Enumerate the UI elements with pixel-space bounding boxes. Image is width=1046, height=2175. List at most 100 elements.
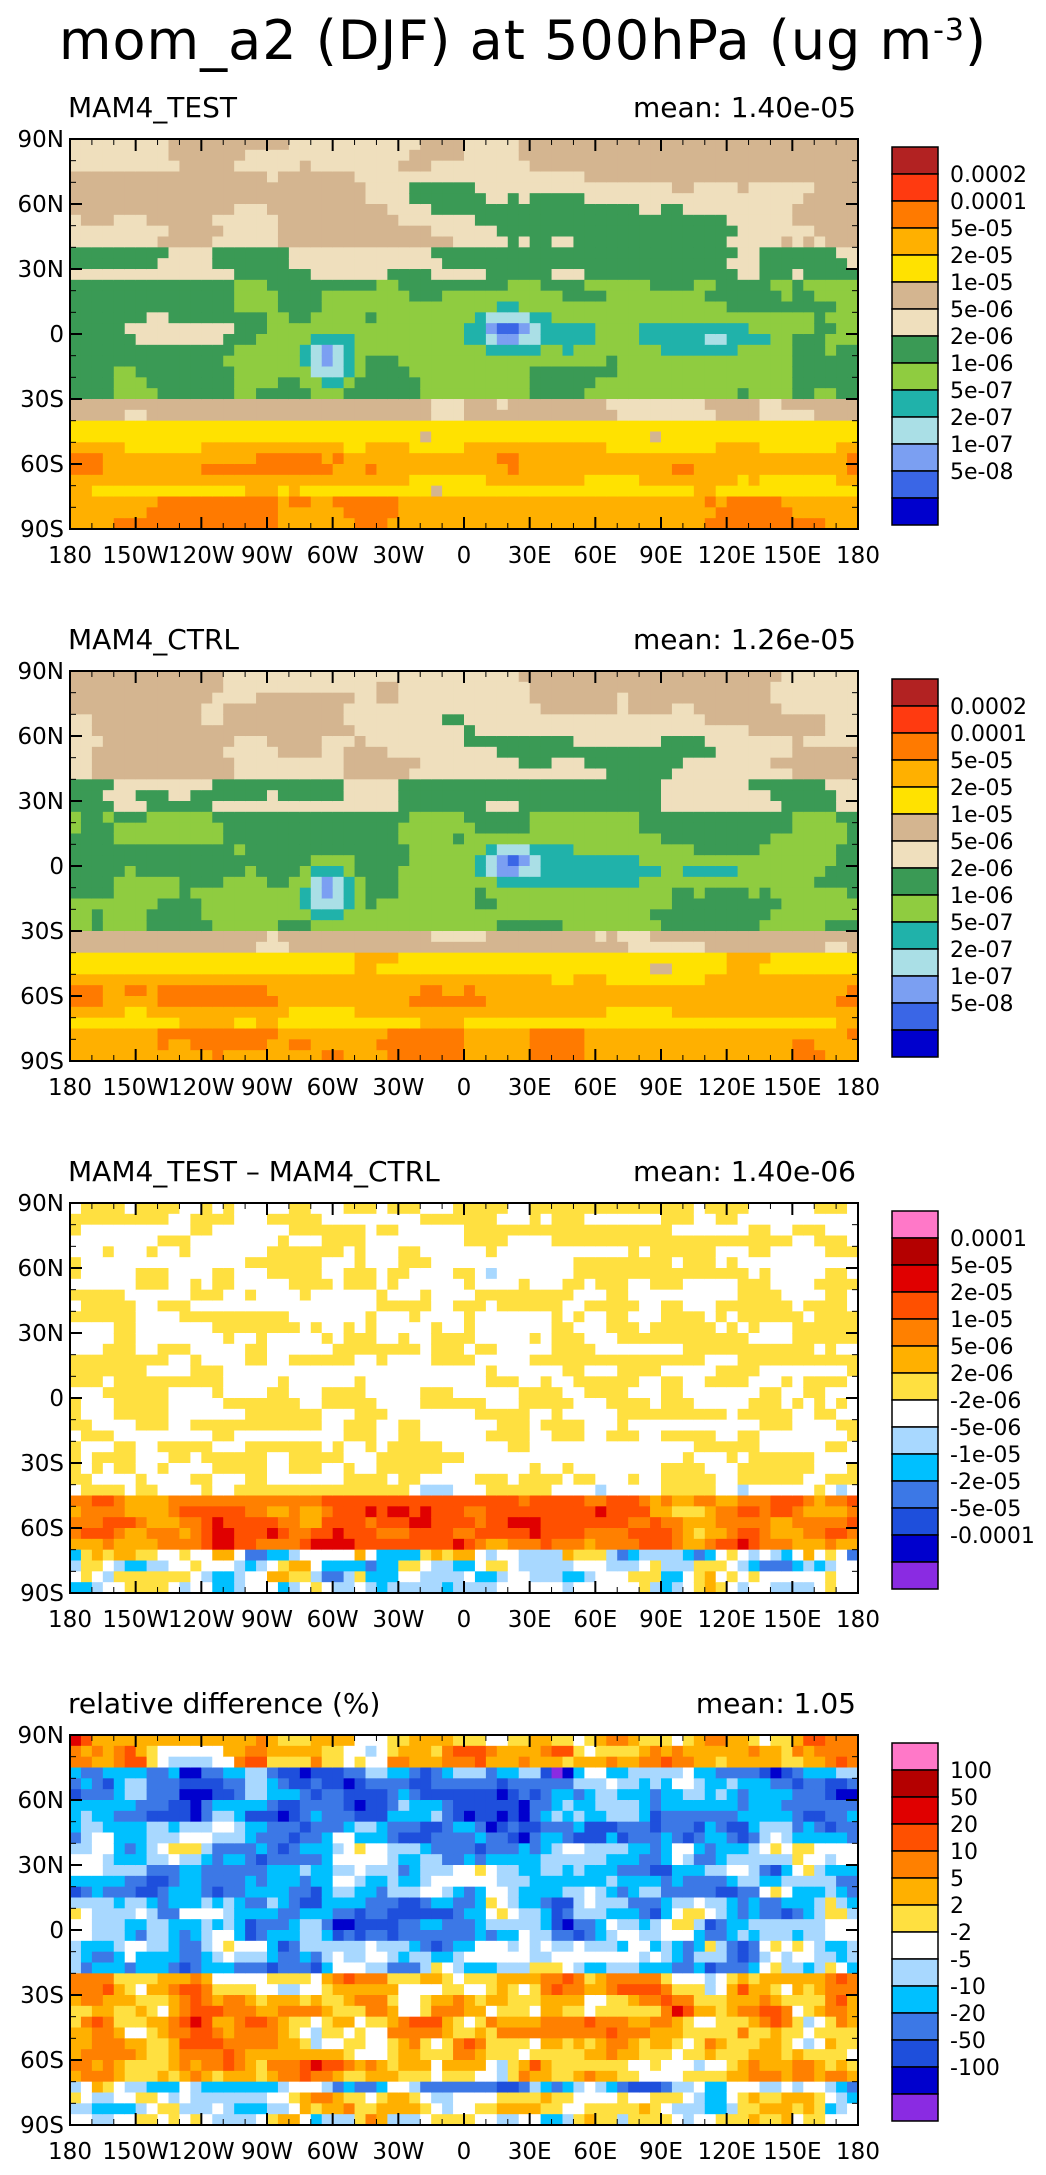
field-cell — [387, 1028, 399, 1040]
field-cell — [671, 193, 684, 205]
field-cell — [179, 909, 191, 921]
field-cell — [376, 1017, 388, 1030]
field-cell — [277, 453, 290, 465]
field-cell — [343, 312, 356, 324]
field-cell — [113, 312, 126, 324]
field-cell — [715, 985, 728, 997]
field-cell — [409, 974, 421, 986]
field-cell — [332, 279, 345, 292]
field-cell — [540, 258, 553, 270]
field-cell — [223, 844, 235, 856]
field-cell — [573, 149, 585, 162]
field-cell — [792, 323, 804, 335]
field-cell — [715, 377, 728, 389]
field-cell — [518, 258, 531, 270]
field-cell — [781, 258, 793, 270]
field-cell — [507, 887, 520, 900]
field-cell — [551, 193, 564, 205]
field-cell — [748, 420, 761, 433]
field-cell — [124, 996, 137, 1008]
field-cell — [693, 801, 706, 813]
field-cell — [562, 952, 575, 965]
field-cell — [715, 1006, 728, 1019]
field-cell — [650, 1039, 662, 1051]
field-cell — [135, 290, 148, 303]
field-cell — [70, 290, 82, 303]
field-cell — [540, 898, 553, 910]
field-cell — [70, 279, 82, 292]
field-cell — [398, 1050, 410, 1062]
field-cell — [321, 247, 334, 259]
field-cell — [496, 149, 509, 162]
field-cell — [682, 757, 695, 770]
field-cell — [693, 518, 706, 530]
field-cell — [431, 377, 443, 389]
field-cell — [453, 258, 465, 270]
field-cell — [759, 420, 772, 433]
field-cell — [551, 768, 564, 780]
field-cell — [551, 355, 564, 368]
field-cell — [496, 409, 509, 422]
field-cell — [277, 496, 290, 508]
field-cell — [606, 996, 618, 1008]
field-cell — [584, 442, 596, 454]
field-cell — [245, 301, 257, 313]
field-cell — [431, 985, 443, 997]
field-cell — [639, 518, 651, 530]
field-cell — [354, 703, 367, 715]
field-cell — [617, 204, 629, 216]
field-cell — [135, 671, 148, 683]
field-cell — [650, 420, 662, 433]
field-cell — [770, 279, 782, 292]
field-cell — [409, 474, 421, 487]
field-cell — [234, 334, 246, 346]
field-cell — [825, 507, 837, 519]
field-cell — [102, 822, 115, 835]
field-cell — [321, 279, 334, 292]
field-cell — [836, 496, 848, 508]
field-cell — [223, 139, 235, 151]
field-cell — [190, 225, 202, 238]
field-cell — [682, 279, 695, 292]
field-cell — [748, 355, 761, 368]
field-cell — [277, 736, 290, 748]
field-cell — [168, 1050, 181, 1062]
field-cell — [628, 703, 640, 715]
field-cell — [650, 388, 662, 400]
field-cell — [146, 985, 159, 997]
field-cell — [628, 833, 640, 845]
field-cell — [693, 790, 706, 802]
field-cell — [431, 334, 443, 346]
field-cell — [234, 692, 246, 705]
field-cell — [80, 996, 93, 1008]
field-cell — [277, 182, 290, 194]
field-cell — [748, 171, 761, 183]
field-cell — [442, 941, 454, 954]
field-cell — [387, 507, 399, 519]
field-cell — [693, 344, 706, 357]
field-cell — [146, 833, 159, 845]
field-cell — [332, 1050, 345, 1062]
field-cell — [70, 388, 82, 400]
field-cell — [113, 160, 126, 173]
field-cell — [288, 269, 301, 281]
colorbar-label: 1e-05 — [950, 271, 1013, 296]
field-cell — [277, 779, 290, 791]
field-cell — [704, 377, 717, 389]
field-cell — [847, 290, 859, 303]
field-cell — [409, 496, 421, 508]
field-cell — [146, 920, 159, 932]
field-cell — [354, 355, 367, 368]
field-cell — [234, 214, 246, 227]
field-cell — [496, 996, 509, 1008]
field-cell — [310, 420, 323, 433]
field-cell — [464, 344, 476, 357]
field-cell — [759, 236, 772, 248]
field-cell — [343, 757, 356, 770]
field-cell — [562, 855, 575, 867]
field-cell — [157, 355, 170, 368]
field-cell — [409, 920, 421, 932]
field-cell — [682, 258, 695, 270]
field-cell — [726, 833, 739, 845]
field-cell — [398, 1039, 410, 1051]
